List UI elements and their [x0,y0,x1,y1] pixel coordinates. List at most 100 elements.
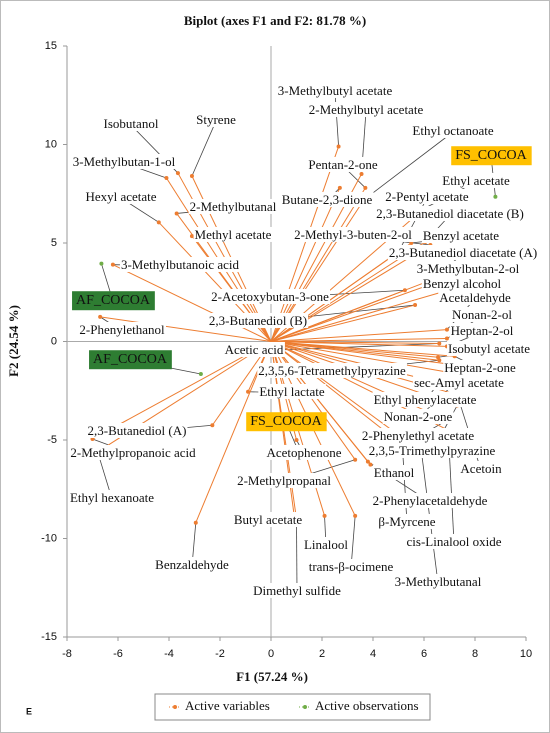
variable-label: 3-Methylbutyl acetate [278,83,393,98]
variable-label: 2-Phenylethyl acetate [362,428,474,443]
x-tick-label: 0 [268,648,274,660]
label-bg [393,573,483,589]
variable-label: 2,3,5-Trimethylpyrazine [369,443,496,458]
variable-point [210,423,215,428]
observation-label: AF_COCOA [76,293,151,308]
variable-label: Ethyl lactate [259,384,325,399]
variable-label: 2-Phenylacetaldehyde [373,493,488,508]
variable-point [174,211,179,216]
variable-label: Butane-2,3-dione [282,192,373,207]
variable-label: Heptan-2-one [444,360,516,375]
variable-label: Ethyl phenylacetate [374,392,477,407]
label-bg [382,408,454,424]
label-bg [68,489,156,505]
observation-label-box [246,412,327,432]
y-tick-label: -15 [41,631,57,643]
label-bg [447,340,532,356]
y-axis-label: F2 (24.54 %) [6,305,21,377]
variable-label: 2-Methylpropanoic acid [70,445,196,460]
label-bg [372,391,478,407]
variable-ray [270,146,340,342]
variable-ray [270,329,447,342]
variable-point [294,438,299,442]
variable-label: Hexyl acetate [85,189,156,204]
variable-ray [92,341,272,440]
observation-label-box [89,350,172,370]
label-bg [207,312,309,328]
label-bg [102,115,160,131]
variable-point [368,462,373,467]
x-tick-label: -6 [113,648,123,660]
variable-label: 2-Methylpropanal [237,473,331,488]
legend-label: Active observations [315,698,419,713]
variable-label: Butyl acetate [234,512,302,527]
label-bg [193,226,273,242]
variable-label: Ethanol [374,465,415,480]
label-bg [449,322,515,338]
label-bg [372,464,416,480]
variable-point [402,288,407,293]
variable-ray [100,316,272,342]
variable-label: Nonan-2-ol [452,307,512,322]
variable-ray [270,341,403,446]
variable-ray [270,289,449,342]
variable-point [189,234,194,239]
variable-label: 3-Methylbutanoic acid [121,257,240,272]
variable-label: Methyl acetate [195,227,272,242]
label-bg [78,321,166,337]
variable-point [90,437,95,442]
variable-ray [270,341,450,365]
label-bg [265,444,343,460]
observation-point [493,194,498,199]
variable-label: 2,3-Butanediol (B) [209,313,307,328]
variable-label: 2-Acetoxybutan-3-one [211,289,329,304]
variable-label: Acetaldehyde [439,290,511,305]
variable-label: Benzaldehyde [155,557,229,572]
variable-ray [270,341,439,358]
label-bg [252,582,343,598]
variable-ray [270,304,416,342]
variable-label: cis-Linalool oxide [407,534,502,549]
variable-label: Ethyl octanoate [412,123,493,138]
variable-label: Ethyl acetate [442,173,510,188]
observation-label-box [451,146,532,166]
leader-line [191,120,217,177]
label-bg [405,533,503,549]
variable-point [98,314,103,319]
variable-label: 2-Methyl-3-buten-2-ol [294,227,412,242]
panel-label: E [26,706,32,716]
variable-point [353,457,358,462]
label-bg [421,275,503,291]
variable-ray [270,338,447,342]
label-bg [86,422,188,438]
variable-point [193,520,198,525]
variable-point [156,220,161,225]
label-bg [451,306,514,322]
variable-ray [112,264,272,342]
variable-label: 2,3-Butanediol (A) [88,423,187,438]
y-tick-label: 0 [51,335,57,347]
variable-label: 2-Pentyl acetate [385,189,469,204]
variable-point [246,389,251,394]
label-bg [459,460,504,476]
labels: Isobutanol Styrene 3-Methylbutan-1-ol Hexyl… [68,82,539,598]
observation-label: FS_COCOA [250,414,322,429]
observation-label-box [72,291,155,311]
label-bg [223,341,285,357]
variable-ray [270,341,447,347]
variable-point [413,303,418,308]
label-bg [421,227,501,243]
variable-point [189,174,194,179]
variable-label: Linalool [304,537,348,552]
variable-label: Benzyl alcohol [423,276,502,291]
variable-label: 2-Phenylethanol [79,322,165,337]
leader-line [334,91,339,147]
variable-point [353,513,358,518]
leader-line [296,518,298,593]
label-bg [371,492,489,508]
chart-title: Biplot (axes F1 and F2: 81.78 %) [184,13,366,28]
variable-point [359,172,364,177]
legend-label: Active variables [185,698,270,713]
observation-label: AF_COCOA [93,352,168,367]
